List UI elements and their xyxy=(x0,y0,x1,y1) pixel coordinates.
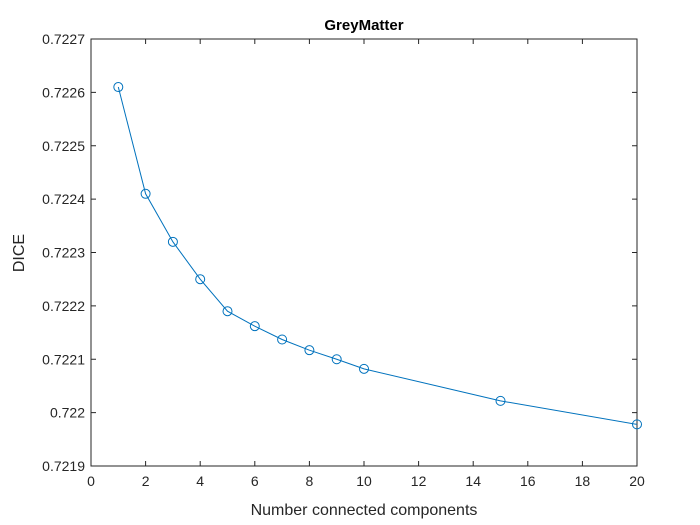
x-tick-label: 14 xyxy=(465,473,481,489)
x-axis: 0 2 4 6 8 10 12 14 16 18 20 xyxy=(87,39,645,489)
data-point xyxy=(277,334,288,345)
x-tick-label: 20 xyxy=(629,473,645,489)
x-tick-label: 16 xyxy=(520,473,536,489)
y-tick-label: 0.722 xyxy=(50,405,85,421)
x-tick-label: 8 xyxy=(306,473,314,489)
x-tick-label: 0 xyxy=(87,473,95,489)
data-point xyxy=(167,236,178,247)
y-tick-label: 0.7219 xyxy=(42,458,85,474)
y-tick-label: 0.7221 xyxy=(42,351,85,367)
data-point xyxy=(113,82,124,93)
x-tick-label: 12 xyxy=(411,473,427,489)
data-point xyxy=(195,274,206,285)
y-tick-label: 0.7224 xyxy=(42,191,85,207)
y-tick-label: 0.7225 xyxy=(42,138,85,154)
data-point xyxy=(304,345,315,356)
series-line xyxy=(117,86,638,425)
data-point xyxy=(249,321,260,332)
y-tick-label: 0.7227 xyxy=(42,31,85,47)
series-layer xyxy=(113,82,642,430)
data-point xyxy=(140,188,151,199)
y-tick-label: 0.7222 xyxy=(42,298,85,314)
y-axis-label: DICE xyxy=(11,234,28,272)
plot-area xyxy=(90,38,638,467)
data-point xyxy=(331,354,342,365)
x-tick-label: 6 xyxy=(251,473,259,489)
data-point xyxy=(359,363,369,374)
x-tick-label: 2 xyxy=(142,473,150,489)
y-tick-label: 0.7226 xyxy=(42,84,85,100)
y-axis: 0.7219 0.722 0.7221 0.7222 0.7223 0.7224 0.722… xyxy=(42,31,637,474)
x-tick-label: 4 xyxy=(196,473,204,489)
x-tick-label: 10 xyxy=(356,473,372,489)
x-tick-label: 18 xyxy=(575,473,591,489)
x-axis-label: Number connected components xyxy=(251,502,478,519)
chart-title: GreyMatter xyxy=(324,17,403,34)
data-point xyxy=(222,306,233,317)
data-point xyxy=(495,395,506,406)
data-point xyxy=(632,419,642,430)
y-tick-label: 0.7223 xyxy=(42,245,85,261)
